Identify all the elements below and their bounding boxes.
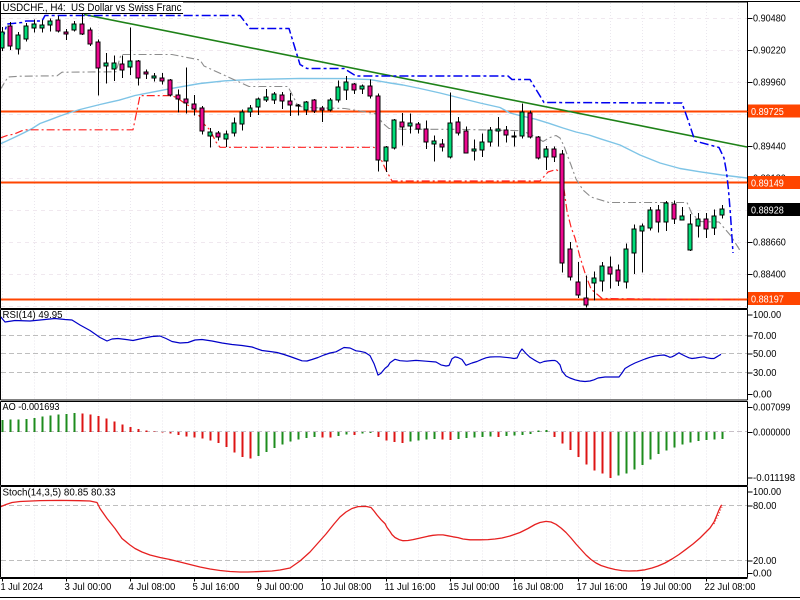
svg-text:9 Jul 00:00: 9 Jul 00:00: [257, 582, 304, 593]
svg-text:1 Jul 2024: 1 Jul 2024: [1, 582, 44, 593]
svg-text:0.89149: 0.89149: [751, 179, 784, 190]
svg-text:RSI(14) 49.95: RSI(14) 49.95: [3, 310, 63, 321]
svg-text:4 Jul 08:00: 4 Jul 08:00: [129, 582, 176, 593]
svg-text:0.000000: 0.000000: [753, 428, 791, 439]
svg-text:3 Jul 00:00: 3 Jul 00:00: [65, 582, 112, 593]
svg-text:100.00: 100.00: [753, 310, 781, 321]
svg-text:15 Jul 00:00: 15 Jul 00:00: [449, 582, 500, 593]
svg-text:0.89725: 0.89725: [751, 107, 784, 118]
svg-text:0.88197: 0.88197: [751, 295, 784, 306]
svg-text:20.00: 20.00: [753, 556, 777, 567]
svg-text:0.89960: 0.89960: [753, 78, 786, 89]
svg-text:70.00: 70.00: [753, 331, 777, 342]
svg-text:AO -0.001693: AO -0.001693: [3, 402, 60, 413]
svg-text:USDCHF., H4: US Dollar vs Swi: USDCHF., H4: US Dollar vs Swiss Franc: [3, 2, 182, 14]
svg-text:11 Jul 16:00: 11 Jul 16:00: [385, 582, 436, 593]
svg-text:50.00: 50.00: [753, 349, 777, 360]
svg-text:100.00: 100.00: [753, 487, 781, 498]
svg-text:10 Jul 08:00: 10 Jul 08:00: [321, 582, 372, 593]
svg-text:30.00: 30.00: [753, 368, 777, 379]
svg-text:0.00: 0.00: [753, 569, 772, 580]
svg-text:0.88660: 0.88660: [753, 238, 786, 249]
svg-text:0.00: 0.00: [753, 390, 772, 401]
svg-text:0.007099: 0.007099: [753, 403, 791, 414]
svg-text:-0.011198: -0.011198: [753, 473, 796, 484]
svg-text:0.90220: 0.90220: [753, 46, 786, 57]
svg-text:19 Jul 00:00: 19 Jul 00:00: [641, 582, 692, 593]
svg-text:0.88400: 0.88400: [753, 270, 786, 281]
svg-text:16 Jul 08:00: 16 Jul 08:00: [513, 582, 564, 593]
svg-text:0.89440: 0.89440: [753, 142, 786, 153]
svg-text:0.88928: 0.88928: [751, 206, 784, 217]
svg-text:80.00: 80.00: [753, 501, 777, 512]
svg-text:22 Jul 08:00: 22 Jul 08:00: [705, 582, 756, 593]
svg-text:5 Jul 16:00: 5 Jul 16:00: [193, 582, 240, 593]
svg-text:17 Jul 16:00: 17 Jul 16:00: [577, 582, 628, 593]
svg-text:0.90480: 0.90480: [753, 14, 786, 25]
svg-text:Stoch(14,3,5) 80.85 80.33: Stoch(14,3,5) 80.85 80.33: [3, 488, 116, 499]
